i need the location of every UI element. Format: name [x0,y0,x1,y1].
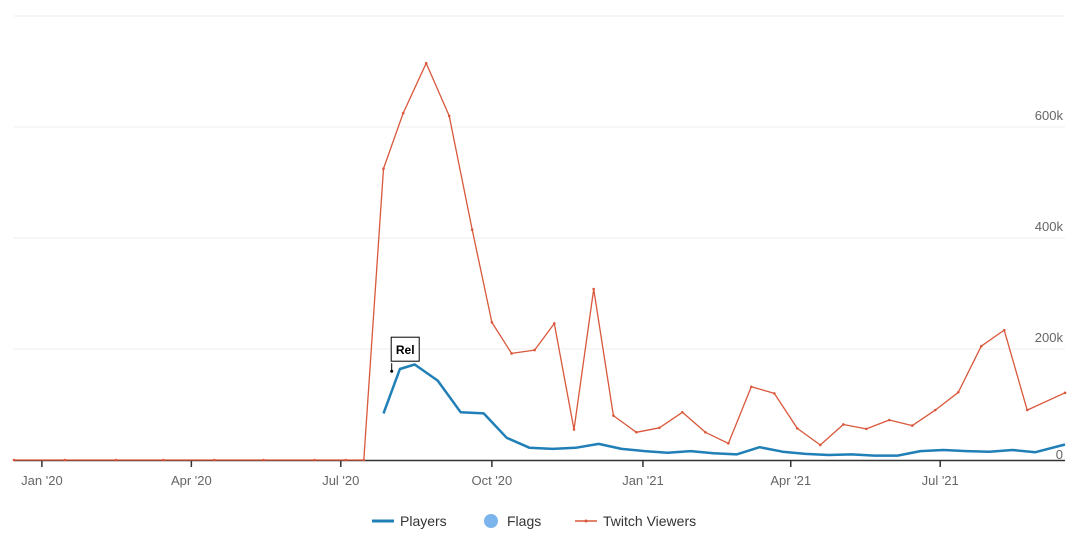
twitch-point-4 [213,458,216,462]
twitch-point-23 [681,410,684,414]
twitch-point-35 [956,390,960,394]
twitch-point-5 [262,458,265,462]
flag-anchor-0 [390,369,394,373]
twitch-point-25 [727,442,730,445]
twitch-point-6 [313,458,316,462]
twitch-point-38 [1025,408,1029,412]
x-tick-label-0: Jan '20 [21,473,63,488]
legend-label-flags[interactable]: Flags [507,513,541,529]
y-tick-label-2: 400k [1035,219,1064,234]
twitch-point-9 [382,167,385,170]
twitch-point-28 [796,427,799,430]
x-tick-label-3: Oct '20 [471,473,512,488]
twitch-point-8 [362,458,366,462]
twitch-point-32 [887,418,891,422]
twitch-point-26 [750,385,753,389]
flag-label-0: Rel [396,343,415,357]
flag-box-0 [390,336,420,362]
twitch-point-2 [114,458,118,462]
twitch-point-34 [933,408,937,412]
twitch-point-10 [401,111,405,115]
series-line-twitch-viewers [14,62,1066,461]
grid-layer [14,15,1065,350]
x-tick-label-5: Apr '21 [770,473,811,488]
x-tick-label-6: Jul '21 [922,473,959,488]
y-tick-label-3: 600k [1035,108,1064,123]
twitch-point-30 [842,423,845,426]
twitch-point-19 [592,287,595,291]
twitch-point-3 [162,458,165,462]
twitch-point-15 [510,352,513,355]
y-tick-label-1: 200k [1035,330,1064,345]
x-tick-label-4: Jan '21 [622,473,664,488]
twitch-point-31 [864,427,868,431]
series-line-players [382,363,1066,457]
twitch-point-24 [704,430,707,434]
twitch-point-20 [612,414,615,417]
flag-layer: Rel [390,336,420,373]
twitch-point-11 [424,61,428,65]
twitch-point-39 [1063,391,1067,395]
legend-label-players[interactable]: Players [400,513,447,529]
axis-layer: 0 200k 400k 600k Jan '20 Apr '20 Jul '20 Oct '2… [14,108,1065,488]
legend-layer[interactable]: Players Flags Twitch Viewers [372,513,696,529]
twitch-point-17 [552,322,556,325]
twitch-point-18 [572,428,576,431]
twitch-point-16 [533,348,536,352]
twitch-point-1 [63,458,67,462]
twitch-point-36 [979,344,983,348]
twitch-point-7 [344,458,348,462]
legend-symbol-flags [484,514,498,528]
twitch-point-21 [635,430,638,434]
y-tick-label-0: 0 [1056,447,1063,462]
twitch-point-13 [470,228,474,231]
twitch-point-37 [1002,328,1006,332]
legend-symbol-twitch-dot [584,519,588,523]
twitch-point-12 [447,114,451,118]
twitch-point-0 [12,458,16,462]
legend-label-twitch-viewers[interactable]: Twitch Viewers [603,513,696,529]
twitch-point-29 [819,443,822,447]
twitch-point-22 [658,426,661,430]
x-tick-label-1: Apr '20 [171,473,212,488]
twitch-point-33 [910,424,914,427]
twitch-point-27 [773,392,776,395]
series-layer [12,61,1067,462]
twitch-point-14 [490,321,494,324]
x-tick-label-2: Jul '20 [322,473,359,488]
